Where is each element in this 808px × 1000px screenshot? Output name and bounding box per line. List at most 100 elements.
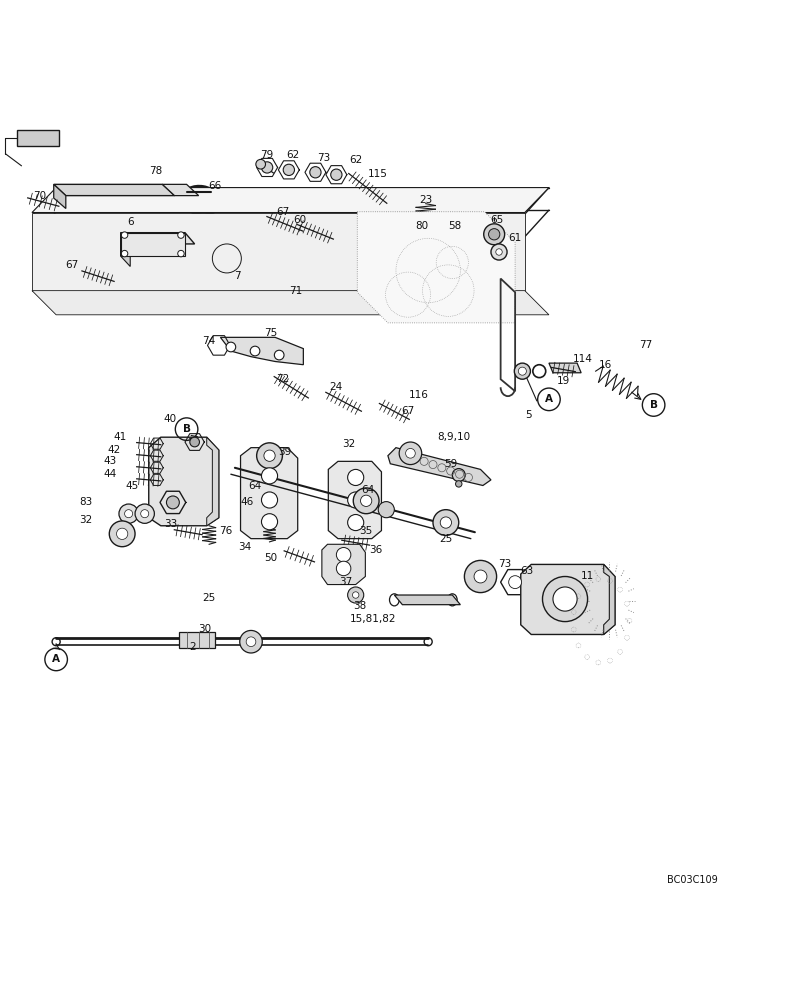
Circle shape <box>124 510 133 518</box>
Circle shape <box>484 224 505 245</box>
Text: 83: 83 <box>79 497 93 507</box>
Text: 40: 40 <box>164 414 177 424</box>
Polygon shape <box>18 130 59 146</box>
Text: 60: 60 <box>292 215 306 225</box>
Polygon shape <box>241 448 297 539</box>
Circle shape <box>262 468 278 484</box>
Circle shape <box>135 504 154 523</box>
Text: 116: 116 <box>409 390 428 400</box>
Polygon shape <box>179 632 215 648</box>
Circle shape <box>119 504 138 523</box>
Text: 32: 32 <box>79 515 93 525</box>
Text: 58: 58 <box>448 221 461 231</box>
Polygon shape <box>549 363 581 373</box>
Polygon shape <box>604 564 615 634</box>
Text: 70: 70 <box>33 191 47 201</box>
Text: 7: 7 <box>234 271 241 281</box>
Text: 73: 73 <box>317 153 330 163</box>
Circle shape <box>190 437 200 447</box>
Circle shape <box>347 492 364 508</box>
Circle shape <box>465 560 497 593</box>
Text: 64: 64 <box>248 481 262 491</box>
Polygon shape <box>32 213 524 291</box>
Circle shape <box>553 587 577 611</box>
Circle shape <box>406 448 415 458</box>
Circle shape <box>489 229 500 240</box>
Polygon shape <box>162 184 199 196</box>
Text: 115: 115 <box>368 169 388 179</box>
Circle shape <box>336 548 351 562</box>
Text: 72: 72 <box>276 374 290 384</box>
Text: BC03C109: BC03C109 <box>667 875 718 885</box>
Text: 33: 33 <box>164 519 177 529</box>
Circle shape <box>250 346 260 356</box>
Circle shape <box>264 450 276 461</box>
Text: 63: 63 <box>520 566 533 576</box>
Text: 39: 39 <box>278 447 292 457</box>
Text: 30: 30 <box>198 624 211 634</box>
Text: 67: 67 <box>276 207 290 217</box>
Text: 41: 41 <box>114 432 127 442</box>
Circle shape <box>166 496 179 509</box>
Circle shape <box>519 367 526 375</box>
Text: 67: 67 <box>65 260 79 270</box>
Text: 35: 35 <box>359 526 372 536</box>
Circle shape <box>121 232 128 238</box>
Text: 80: 80 <box>415 221 428 231</box>
Text: 19: 19 <box>557 376 570 386</box>
Circle shape <box>378 502 394 518</box>
Circle shape <box>433 510 459 535</box>
Circle shape <box>141 510 149 518</box>
Circle shape <box>275 350 284 360</box>
Circle shape <box>542 576 587 622</box>
Polygon shape <box>32 188 549 213</box>
Text: 79: 79 <box>260 150 274 160</box>
Circle shape <box>491 244 507 260</box>
Circle shape <box>352 592 359 598</box>
Text: A: A <box>53 654 60 664</box>
Circle shape <box>440 517 452 528</box>
Text: 62: 62 <box>286 150 300 160</box>
Text: 78: 78 <box>149 166 162 176</box>
Text: 66: 66 <box>208 181 221 191</box>
Text: 44: 44 <box>103 469 116 479</box>
Text: 25: 25 <box>203 593 216 603</box>
Circle shape <box>109 521 135 547</box>
Text: 77: 77 <box>639 340 652 350</box>
Circle shape <box>347 587 364 603</box>
Polygon shape <box>207 437 219 526</box>
Circle shape <box>178 232 184 238</box>
Circle shape <box>257 443 283 469</box>
Circle shape <box>121 250 128 257</box>
Text: 64: 64 <box>361 485 374 495</box>
Circle shape <box>509 576 521 589</box>
Circle shape <box>452 469 465 481</box>
Circle shape <box>456 481 462 487</box>
Text: 36: 36 <box>369 545 382 555</box>
Text: 25: 25 <box>440 534 452 544</box>
Circle shape <box>330 169 342 180</box>
Circle shape <box>262 492 278 508</box>
Polygon shape <box>32 291 549 315</box>
Circle shape <box>515 363 530 379</box>
Polygon shape <box>53 184 175 196</box>
Text: 24: 24 <box>329 382 342 392</box>
Circle shape <box>256 159 266 169</box>
Text: 43: 43 <box>103 456 116 466</box>
Text: 16: 16 <box>599 360 612 370</box>
Circle shape <box>309 167 321 178</box>
Text: 76: 76 <box>219 526 232 536</box>
Text: 42: 42 <box>107 445 120 455</box>
Circle shape <box>353 488 379 514</box>
Polygon shape <box>120 233 195 244</box>
Text: 8,9,10: 8,9,10 <box>437 432 470 442</box>
Circle shape <box>240 630 263 653</box>
Text: A: A <box>545 394 553 404</box>
Polygon shape <box>221 337 303 365</box>
Text: 11: 11 <box>581 571 594 581</box>
Circle shape <box>226 342 236 352</box>
Polygon shape <box>149 437 219 526</box>
Circle shape <box>116 528 128 539</box>
Polygon shape <box>521 564 615 634</box>
Circle shape <box>474 570 487 583</box>
